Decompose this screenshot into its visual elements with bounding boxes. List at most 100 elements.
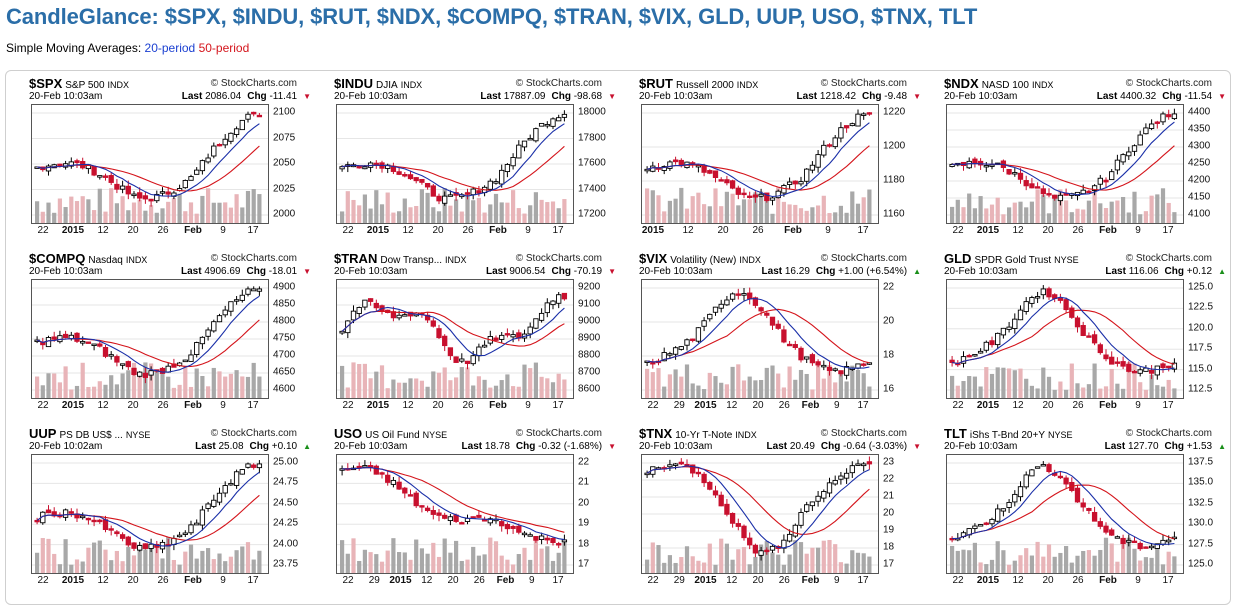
x-tick-label: 9 bbox=[220, 575, 226, 586]
candle-body bbox=[712, 170, 719, 179]
candle-body bbox=[977, 160, 984, 166]
volume-bar bbox=[149, 363, 154, 398]
volume-bar bbox=[1075, 555, 1080, 573]
volume-bar bbox=[1098, 549, 1103, 573]
chart-cell-uup[interactable]: UUP PS DB US$ ... NYSE © StockCharts.com 20-… bbox=[29, 426, 311, 591]
candle-body bbox=[464, 192, 471, 195]
price-plot[interactable] bbox=[641, 104, 879, 224]
candle-body bbox=[396, 481, 402, 490]
volume-bar bbox=[362, 194, 367, 223]
last-label: Last bbox=[1096, 91, 1118, 102]
price-plot[interactable] bbox=[336, 104, 574, 224]
chart-cell-tnx[interactable]: $TNX 10-Yr T-Note INDX © StockCharts.com 20-… bbox=[639, 426, 921, 591]
price-plot[interactable] bbox=[946, 454, 1184, 574]
volume-bar bbox=[340, 365, 345, 398]
volume-bar bbox=[1024, 548, 1029, 573]
volume-bar bbox=[1041, 367, 1046, 398]
candle-body bbox=[114, 531, 120, 535]
volume-bar bbox=[950, 206, 955, 223]
y-tick-label: 9000 bbox=[578, 315, 601, 327]
volume-bar bbox=[1092, 555, 1097, 573]
candle-body bbox=[199, 509, 206, 526]
candle-body bbox=[960, 356, 967, 364]
chart-cell-tlt[interactable]: TLT iShs T-Bnd 20+Y NYSE © StockCharts.com 2… bbox=[944, 426, 1226, 591]
price-plot[interactable] bbox=[946, 279, 1184, 399]
last-quote: Last 127.70 bbox=[1105, 441, 1159, 452]
candle-body bbox=[194, 169, 200, 175]
volume-bar bbox=[679, 557, 684, 573]
y-tick-label: 1160 bbox=[883, 208, 905, 220]
candle-body bbox=[114, 356, 120, 363]
volume-bar bbox=[228, 207, 233, 223]
chart-cell-ndx[interactable]: $NDX NASD 100 INDX © StockCharts.com 20-Feb … bbox=[944, 76, 1226, 241]
price-plot[interactable] bbox=[336, 454, 574, 574]
volume-bar bbox=[810, 389, 815, 398]
candle-body bbox=[424, 507, 431, 512]
volume-bar bbox=[1138, 560, 1143, 573]
volume-bar bbox=[419, 380, 424, 398]
candle-body bbox=[373, 302, 379, 309]
volume-bar bbox=[1103, 537, 1109, 573]
last-quote: Last 16.29 bbox=[762, 266, 810, 277]
chart-cell-rut[interactable]: $RUT Russell 2000 INDX © StockCharts.com 20-… bbox=[639, 76, 921, 241]
volume-bar bbox=[86, 547, 91, 573]
change-value: +1.53 bbox=[1186, 441, 1213, 452]
candle-body bbox=[233, 471, 240, 486]
chart-cell-tran[interactable]: $TRAN Dow Transp... INDX © StockCharts.com 2… bbox=[334, 251, 616, 416]
volume-bar bbox=[511, 386, 516, 398]
candle-body bbox=[521, 532, 528, 536]
candle-body bbox=[504, 333, 511, 336]
x-tick-label: 26 bbox=[778, 400, 790, 411]
candle-body bbox=[499, 334, 505, 340]
candle-body bbox=[747, 292, 753, 300]
volume-bar bbox=[978, 386, 983, 398]
price-plot[interactable] bbox=[946, 104, 1184, 224]
y-tick-label: 21 bbox=[883, 490, 895, 502]
volume-bar bbox=[454, 540, 459, 573]
candle-body bbox=[194, 342, 200, 356]
volume-bar bbox=[379, 204, 385, 223]
volume-bar bbox=[177, 193, 182, 223]
volume-bar bbox=[160, 208, 165, 223]
candle-body bbox=[373, 162, 379, 166]
volume-bar bbox=[1160, 188, 1166, 223]
volume-bar bbox=[137, 544, 142, 573]
chart-date: 20-Feb 10:03am bbox=[334, 91, 408, 102]
candle-body bbox=[1137, 369, 1143, 374]
price-plot[interactable] bbox=[31, 279, 269, 399]
x-tick-label: 2015 bbox=[976, 400, 1000, 411]
price-plot[interactable] bbox=[336, 279, 574, 399]
volume-bar bbox=[1035, 541, 1040, 573]
last-quote: Last 2086.04 bbox=[182, 91, 242, 102]
candlestick-chart bbox=[32, 460, 268, 573]
last-label: Last bbox=[181, 91, 203, 102]
volume-bar bbox=[126, 210, 131, 223]
chart-cell-indu[interactable]: $INDU DJIA INDX © StockCharts.com 20-Feb 10:… bbox=[334, 76, 616, 241]
price-plot[interactable] bbox=[31, 454, 269, 574]
candle-body bbox=[1074, 487, 1081, 503]
chart-cell-uso[interactable]: USO US Oil Fund NYSE © StockCharts.com 20-Fe… bbox=[334, 426, 616, 591]
stockcharts-credit: © StockCharts.com bbox=[515, 428, 602, 439]
chart-cell-spx[interactable]: $SPX S&P 500 INDX © StockCharts.com 20-Feb 1… bbox=[29, 76, 311, 241]
candle-body bbox=[1057, 475, 1064, 479]
volume-bar bbox=[1018, 368, 1023, 398]
x-tick-label: Feb bbox=[496, 575, 515, 586]
candle-body bbox=[849, 123, 855, 127]
candle-body bbox=[45, 337, 52, 348]
volume-bar bbox=[240, 376, 245, 398]
volume-bar bbox=[228, 373, 233, 398]
chart-cell-vix[interactable]: $VIX Volatility (New) INDX © StockCharts.co… bbox=[639, 251, 921, 416]
volume-bar bbox=[793, 379, 798, 398]
volume-bar bbox=[1064, 200, 1069, 223]
volume-bar bbox=[855, 369, 861, 398]
volume-bar bbox=[114, 203, 119, 223]
price-plot[interactable] bbox=[641, 454, 879, 574]
candle-body bbox=[1086, 190, 1092, 194]
price-plot[interactable] bbox=[31, 104, 269, 224]
x-tick-label: 26 bbox=[157, 225, 169, 236]
candle-body bbox=[45, 509, 52, 514]
chart-cell-compq[interactable]: $COMPQ Nasdaq INDX © StockCharts.com 20-Feb … bbox=[29, 251, 311, 416]
price-plot[interactable] bbox=[641, 279, 879, 399]
chart-cell-gld[interactable]: GLD SPDR Gold Trust NYSE © StockCharts.com 2… bbox=[944, 251, 1226, 416]
volume-bar bbox=[844, 381, 849, 398]
